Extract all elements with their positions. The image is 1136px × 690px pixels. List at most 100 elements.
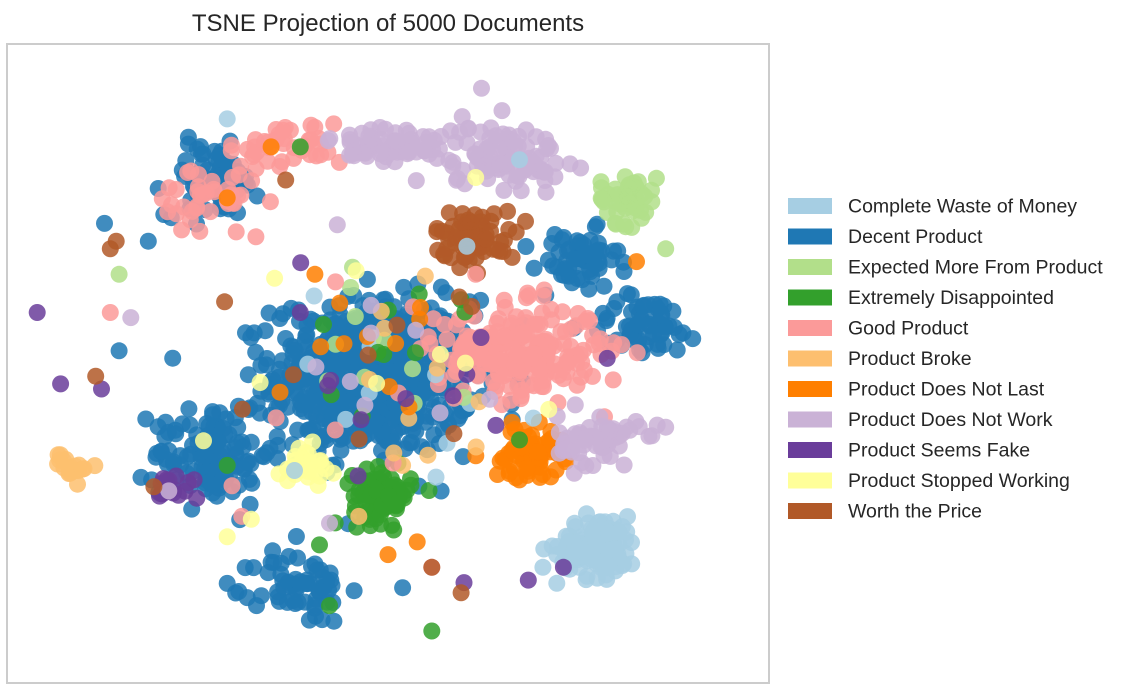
point-decent-product [588,215,606,233]
point-decent-product [311,583,329,601]
point-decent-product [640,315,658,333]
point-extremely-disappointed [373,464,391,482]
point-product-stopped-working [304,433,322,451]
point-decent-product [272,565,290,583]
point-product-does-not-last [306,265,324,283]
legend-label-product-stopped-working: Product Stopped Working [848,470,1070,492]
point-good-product [424,310,442,328]
point-product-does-not-work [319,132,337,150]
point-product-seems-fake [352,411,370,429]
chart-title: TSNE Projection of 5000 Documents [192,10,584,37]
point-product-does-not-work [504,132,522,150]
point-decent-product [325,612,343,630]
point-product-does-not-work [356,396,374,414]
point-decent-product [247,343,265,361]
point-good-product [519,284,536,302]
point-product-seems-fake [291,304,309,321]
point-good-product [605,334,623,352]
point-product-does-not-last [518,460,536,477]
legend-label-product-does-not-work: Product Does Not Work [848,409,1053,431]
point-product-does-not-work [493,102,511,120]
point-product-does-not-work [407,172,425,190]
point-good-product [227,223,245,241]
point-decent-product [211,404,229,422]
point-extremely-disappointed [218,456,236,474]
point-product-broke [86,457,104,475]
point-extremely-disappointed [420,482,438,499]
point-product-stopped-working [368,374,386,392]
point-decent-product [308,561,326,579]
point-good-product [485,372,503,390]
point-product-stopped-working [347,262,365,280]
point-product-broke [350,507,368,525]
point-extremely-disappointed [407,344,424,362]
legend-swatch-decent-product [788,228,832,245]
point-product-does-not-work [600,422,618,440]
point-product-broke [428,359,446,377]
point-good-product [274,121,292,139]
point-product-does-not-work [615,456,633,474]
point-decent-product [684,330,702,348]
point-product-does-not-work [580,419,598,436]
point-product-does-not-work [517,121,535,139]
point-decent-product [181,416,199,434]
point-product-does-not-last [262,138,280,156]
point-product-does-not-work [591,408,609,426]
point-good-product [572,368,590,386]
point-extremely-disappointed [511,431,528,449]
point-product-does-not-work [481,390,499,408]
point-complete-waste-of-money [619,508,636,526]
point-product-seems-fake [487,416,505,434]
point-good-product [546,355,564,373]
point-decent-product [242,433,260,451]
point-good-product [327,273,344,291]
point-product-does-not-last [491,452,509,470]
point-good-product [438,330,456,348]
point-product-does-not-work [657,418,675,436]
point-product-does-not-work [430,140,448,158]
point-decent-product [110,342,128,360]
legend-label-decent-product: Decent Product [848,226,983,248]
point-product-seems-fake [52,375,70,393]
point-product-stopped-working [456,354,474,372]
point-good-product [188,198,206,216]
point-worth-the-price [445,425,463,443]
point-product-stopped-working [218,528,236,546]
point-decent-product [635,296,653,314]
point-decent-product [245,559,263,577]
point-product-does-not-work [630,418,648,436]
point-expected-more-from-product [342,279,360,296]
legend-label-complete-waste-of-money: Complete Waste of Money [848,196,1077,218]
point-decent-product [525,259,543,277]
point-decent-product [565,250,583,268]
point-product-does-not-last [380,378,398,396]
point-product-stopped-working [242,510,260,528]
point-product-does-not-work [432,128,450,145]
point-product-does-not-work [566,396,584,414]
point-complete-waste-of-money [578,505,595,523]
point-decent-product [651,295,669,313]
point-decent-product [649,339,667,357]
point-decent-product [394,579,412,597]
point-decent-product [670,326,688,344]
point-worth-the-price [436,247,454,265]
point-decent-product [640,328,657,346]
point-worth-the-price [101,240,119,258]
point-product-does-not-work [525,155,543,172]
point-expected-more-from-product [346,308,364,325]
point-product-does-not-work [362,296,380,314]
scatter-points [28,79,702,640]
point-worth-the-price [482,222,499,240]
point-complete-waste-of-money [549,538,567,555]
point-good-product [191,222,209,240]
point-good-product [459,331,477,349]
point-decent-product [96,214,113,232]
legend-label-good-product: Good Product [848,318,969,340]
point-good-product [247,228,265,246]
point-product-does-not-work [473,79,490,97]
point-decent-product [451,407,469,425]
point-product-does-not-work [577,457,595,475]
point-complete-waste-of-money [606,540,624,558]
legend-label-worth-the-price: Worth the Price [848,501,982,523]
